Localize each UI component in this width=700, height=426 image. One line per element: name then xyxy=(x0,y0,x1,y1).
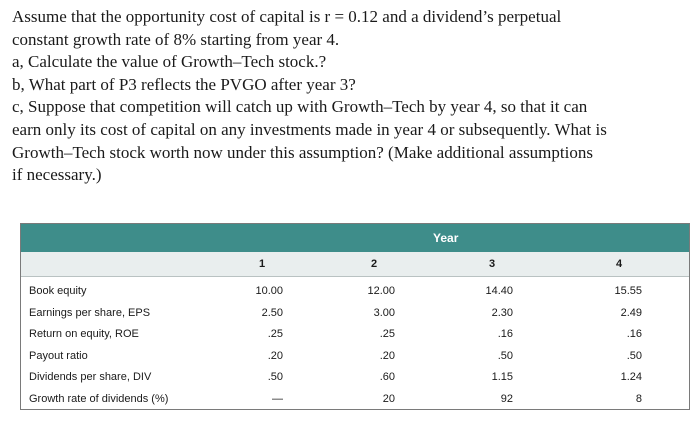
table-cell: .16 xyxy=(497,328,513,340)
question-part-a: a, Calculate the value of Growth–Tech st… xyxy=(12,52,327,72)
column-header: 3 xyxy=(489,258,496,270)
table-cell: 2.50 xyxy=(261,306,283,319)
table-cell: .25 xyxy=(267,328,283,340)
column-header: 4 xyxy=(616,258,623,270)
year-header: Year xyxy=(21,224,689,252)
table-cell: 3.00 xyxy=(373,306,395,319)
question-line: constant growth rate of 8% starting from… xyxy=(12,29,340,49)
row-label: Growth rate of dividends (%) xyxy=(29,392,169,405)
year-header-label: Year xyxy=(433,231,459,245)
row-label: Return on equity, ROE xyxy=(29,328,139,340)
row-label: Earnings per share, EPS xyxy=(29,306,151,319)
table-row: Dividends per share, DIV .50 .60 1.15 1.… xyxy=(21,368,689,390)
table-cell: .25 xyxy=(379,328,395,340)
column-header: 2 xyxy=(371,258,378,270)
question-text: Assume that the opportunity cost of capi… xyxy=(12,6,692,187)
table-row: Book equity 10.00 12.00 14.40 15.55 xyxy=(21,282,689,304)
table-cell: — xyxy=(272,392,283,405)
table-cell: .20 xyxy=(267,349,283,362)
table-cell: 2.49 xyxy=(620,306,642,319)
question-part-b: b, What part of P3 reflects the PVGO aft… xyxy=(12,74,356,94)
table-cell: .60 xyxy=(379,371,395,383)
table-body: Book equity 10.00 12.00 14.40 15.55 Earn… xyxy=(21,277,689,410)
row-label: Dividends per share, DIV xyxy=(29,371,152,383)
question-line: if necessary.) xyxy=(12,165,102,185)
table-cell: 92 xyxy=(500,392,513,405)
year-columns-header: 1 2 3 4 xyxy=(21,252,689,277)
table-row: Growth rate of dividends (%) — 20 92 8 xyxy=(21,390,689,410)
table-cell: .50 xyxy=(626,349,642,362)
table-cell: 10.00 xyxy=(255,285,283,297)
table-cell: .50 xyxy=(267,371,283,383)
question-line: Assume that the opportunity cost of capi… xyxy=(12,7,562,26)
table-cell: .16 xyxy=(626,328,642,340)
table-cell: 15.55 xyxy=(614,285,642,297)
table-cell: 1.15 xyxy=(491,371,513,383)
question-line: earn only its cost of capital on any inv… xyxy=(12,119,607,139)
column-header: 1 xyxy=(259,258,266,270)
table-cell: 20 xyxy=(382,392,395,405)
row-label: Payout ratio xyxy=(29,349,88,362)
row-label: Book equity xyxy=(29,285,87,297)
table-row: Earnings per share, EPS 2.50 3.00 2.30 2… xyxy=(21,304,689,326)
table-row: Payout ratio .20 .20 .50 .50 xyxy=(21,347,689,369)
table-cell: 2.30 xyxy=(491,306,513,319)
table-row: Return on equity, ROE .25 .25 .16 .16 xyxy=(21,325,689,347)
table-cell: .20 xyxy=(379,349,395,362)
table-cell: .50 xyxy=(497,349,513,362)
table-cell: 1.24 xyxy=(620,371,642,383)
table-cell: 12.00 xyxy=(367,285,395,297)
table-cell: 14.40 xyxy=(485,285,513,297)
table-cell: 8 xyxy=(635,392,642,405)
question-line: Growth–Tech stock worth now under this a… xyxy=(12,142,593,162)
question-part-c: c, Suppose that competition will catch u… xyxy=(12,97,588,117)
data-table: Year 1 2 3 4 Book equity 10.00 12.00 14.… xyxy=(20,223,690,410)
